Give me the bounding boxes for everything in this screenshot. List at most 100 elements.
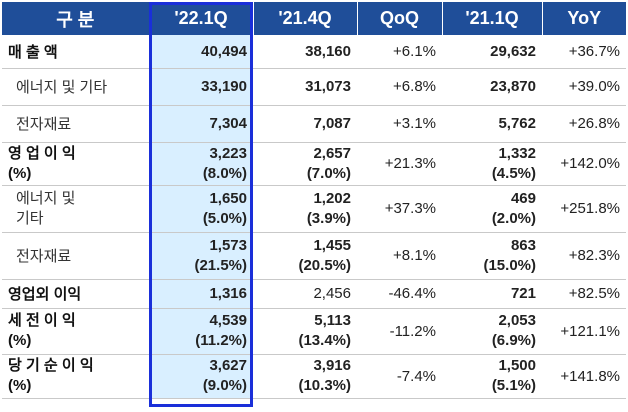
cell-percent: (21.5%) [194, 256, 247, 274]
cell-percent: (20.5%) [298, 256, 351, 274]
cell-22-1q: 40,494 [149, 35, 253, 69]
cell-21-1q: 5,762 [442, 105, 542, 143]
row-label: 전자재료 [2, 232, 149, 280]
cell-22-1q: 1,573 (21.5%) [149, 232, 253, 280]
cell-percent: (10.3%) [298, 377, 351, 394]
cell-qoq: +8.1% [357, 232, 442, 280]
cell-22-1q: 1,650 (5.0%) [149, 185, 253, 233]
cell-21-4q: 5,113 (13.4%) [253, 308, 357, 355]
table-row: 전자재료 7,304 7,087 +3.1% 5,762 +26.8% [2, 105, 626, 143]
cell-value: 469 [510, 189, 536, 207]
cell-21-1q: 863 (15.0%) [442, 232, 542, 280]
cell-value: 2,657 [313, 144, 351, 162]
cell-yoy: +82.3% [542, 232, 626, 280]
cell-yoy: +36.7% [542, 35, 626, 69]
row-label-text: 에너지 및 기타 [16, 79, 108, 96]
cell-21-4q: 3,916 (10.3%) [253, 354, 357, 399]
cell-21-1q: 469 (2.0%) [442, 185, 542, 233]
row-label-text: 영 업 이 익 [8, 144, 76, 162]
cell-value: 1,455 [313, 236, 351, 254]
row-label-text: 에너지 및 [16, 189, 76, 207]
cell-qoq: +6.8% [357, 68, 442, 106]
cell-value: 3,916 [313, 357, 351, 374]
cell-value: 1,202 [313, 189, 351, 207]
table-row: 영 업 이 익 (%) 3,223 (8.0%) 2,657 (7.0%) +21.3… [2, 142, 626, 186]
header-21-1q: '21.1Q [442, 2, 543, 35]
cell-21-1q: 1,500 (5.1%) [442, 354, 542, 399]
table-row: 전자재료 1,573 (21.5%) 1,455 (20.5%) +8.1% 863… [2, 232, 626, 280]
cell-percent: (15.0%) [483, 256, 536, 274]
cell-21-4q: 31,073 [253, 68, 357, 106]
header-category: 구 분 [2, 2, 150, 35]
cell-22-1q: 3,223 (8.0%) [149, 142, 253, 186]
cell-percent: (5.0%) [202, 209, 247, 227]
cell-percent: (2.0%) [491, 209, 536, 227]
cell-percent: (4.5%) [491, 164, 536, 182]
row-label-text: 세 전 이 익 [8, 312, 76, 329]
cell-percent: (11.2%) [195, 332, 247, 349]
cell-percent: (6.9%) [491, 332, 536, 349]
cell-yoy: +121.1% [542, 308, 626, 355]
cell-percent: (9.0%) [202, 377, 247, 394]
row-label: 매 출 액 [2, 35, 149, 69]
row-label-sub: (%) [8, 164, 32, 182]
cell-value: 3,223 [209, 144, 247, 162]
cell-percent: (13.4%) [298, 332, 351, 349]
cell-21-4q: 2,456 [253, 279, 357, 309]
cell-qoq: +21.3% [357, 142, 442, 186]
cell-value: 2,053 [498, 312, 536, 329]
cell-22-1q: 4,539 (11.2%) [149, 308, 253, 355]
cell-value: 3,627 [209, 357, 247, 374]
cell-22-1q: 3,627 (9.0%) [149, 354, 253, 399]
cell-qoq: -46.4% [357, 279, 442, 309]
header-21-4q: '21.4Q [253, 2, 358, 35]
cell-yoy: +141.8% [542, 354, 626, 399]
row-label-text: 매 출 액 [8, 43, 58, 61]
row-label: 영 업 이 익 (%) [2, 142, 149, 186]
cell-22-1q: 7,304 [149, 105, 253, 143]
cell-value: 5,113 [314, 312, 351, 329]
row-label-sub: (%) [8, 332, 32, 349]
cell-qoq: -11.2% [357, 308, 442, 355]
header-row: 구 분 '22.1Q '21.4Q QoQ '21.1Q YoY [2, 2, 626, 35]
table-row: 영업외 이익 1,316 2,456 -46.4% 721 +82.5% [2, 279, 626, 309]
cell-21-1q: 23,870 [442, 68, 542, 106]
cell-yoy: +82.5% [542, 279, 626, 309]
cell-yoy: +26.8% [542, 105, 626, 143]
financial-table: 구 분 '22.1Q '21.4Q QoQ '21.1Q YoY 매 출 액 4… [2, 2, 626, 399]
cell-value: 4,539 [209, 312, 247, 329]
cell-percent: (3.9%) [306, 209, 351, 227]
cell-percent: (7.0%) [306, 164, 351, 182]
table-row: 당 기 순 이 익 (%) 3,627 (9.0%) 3,916 (10.3%) -7… [2, 354, 626, 399]
row-label: 영업외 이익 [2, 279, 149, 309]
table-row: 매 출 액 40,494 38,160 +6.1% 29,632 +36.7% [2, 35, 626, 69]
cell-value: 1,332 [498, 144, 536, 162]
cell-21-4q: 1,455 (20.5%) [253, 232, 357, 280]
cell-percent: (5.1%) [491, 377, 536, 394]
row-label: 세 전 이 익 (%) [2, 308, 149, 355]
cell-value: 1,650 [209, 189, 247, 207]
cell-21-1q: 29,632 [442, 35, 542, 69]
cell-qoq: -7.4% [357, 354, 442, 399]
row-label: 당 기 순 이 익 (%) [2, 354, 149, 399]
row-label: 에너지 및 기타 [2, 68, 149, 106]
cell-21-1q: 721 [442, 279, 542, 309]
cell-yoy: +39.0% [542, 68, 626, 106]
cell-qoq: +37.3% [357, 185, 442, 233]
table-row: 세 전 이 익 (%) 4,539 (11.2%) 5,113 (13.4%) -11… [2, 308, 626, 355]
cell-value: 1,573 [209, 236, 247, 254]
cell-22-1q: 33,190 [149, 68, 253, 106]
row-label-text: 전자재료 [16, 116, 72, 133]
cell-21-4q: 1,202 (3.9%) [253, 185, 357, 233]
header-22-1q: '22.1Q [149, 2, 254, 35]
cell-value: 863 [510, 236, 536, 254]
row-label-text: 당 기 순 이 익 [8, 357, 94, 374]
row-label: 전자재료 [2, 105, 149, 143]
header-qoq: QoQ [357, 2, 443, 35]
table-row: 에너지 및 기타 33,190 31,073 +6.8% 23,870 +39.… [2, 68, 626, 106]
row-label-text: 영업외 이익 [8, 286, 82, 303]
cell-qoq: +3.1% [357, 105, 442, 143]
row-label-sub: 기타 [16, 209, 44, 227]
